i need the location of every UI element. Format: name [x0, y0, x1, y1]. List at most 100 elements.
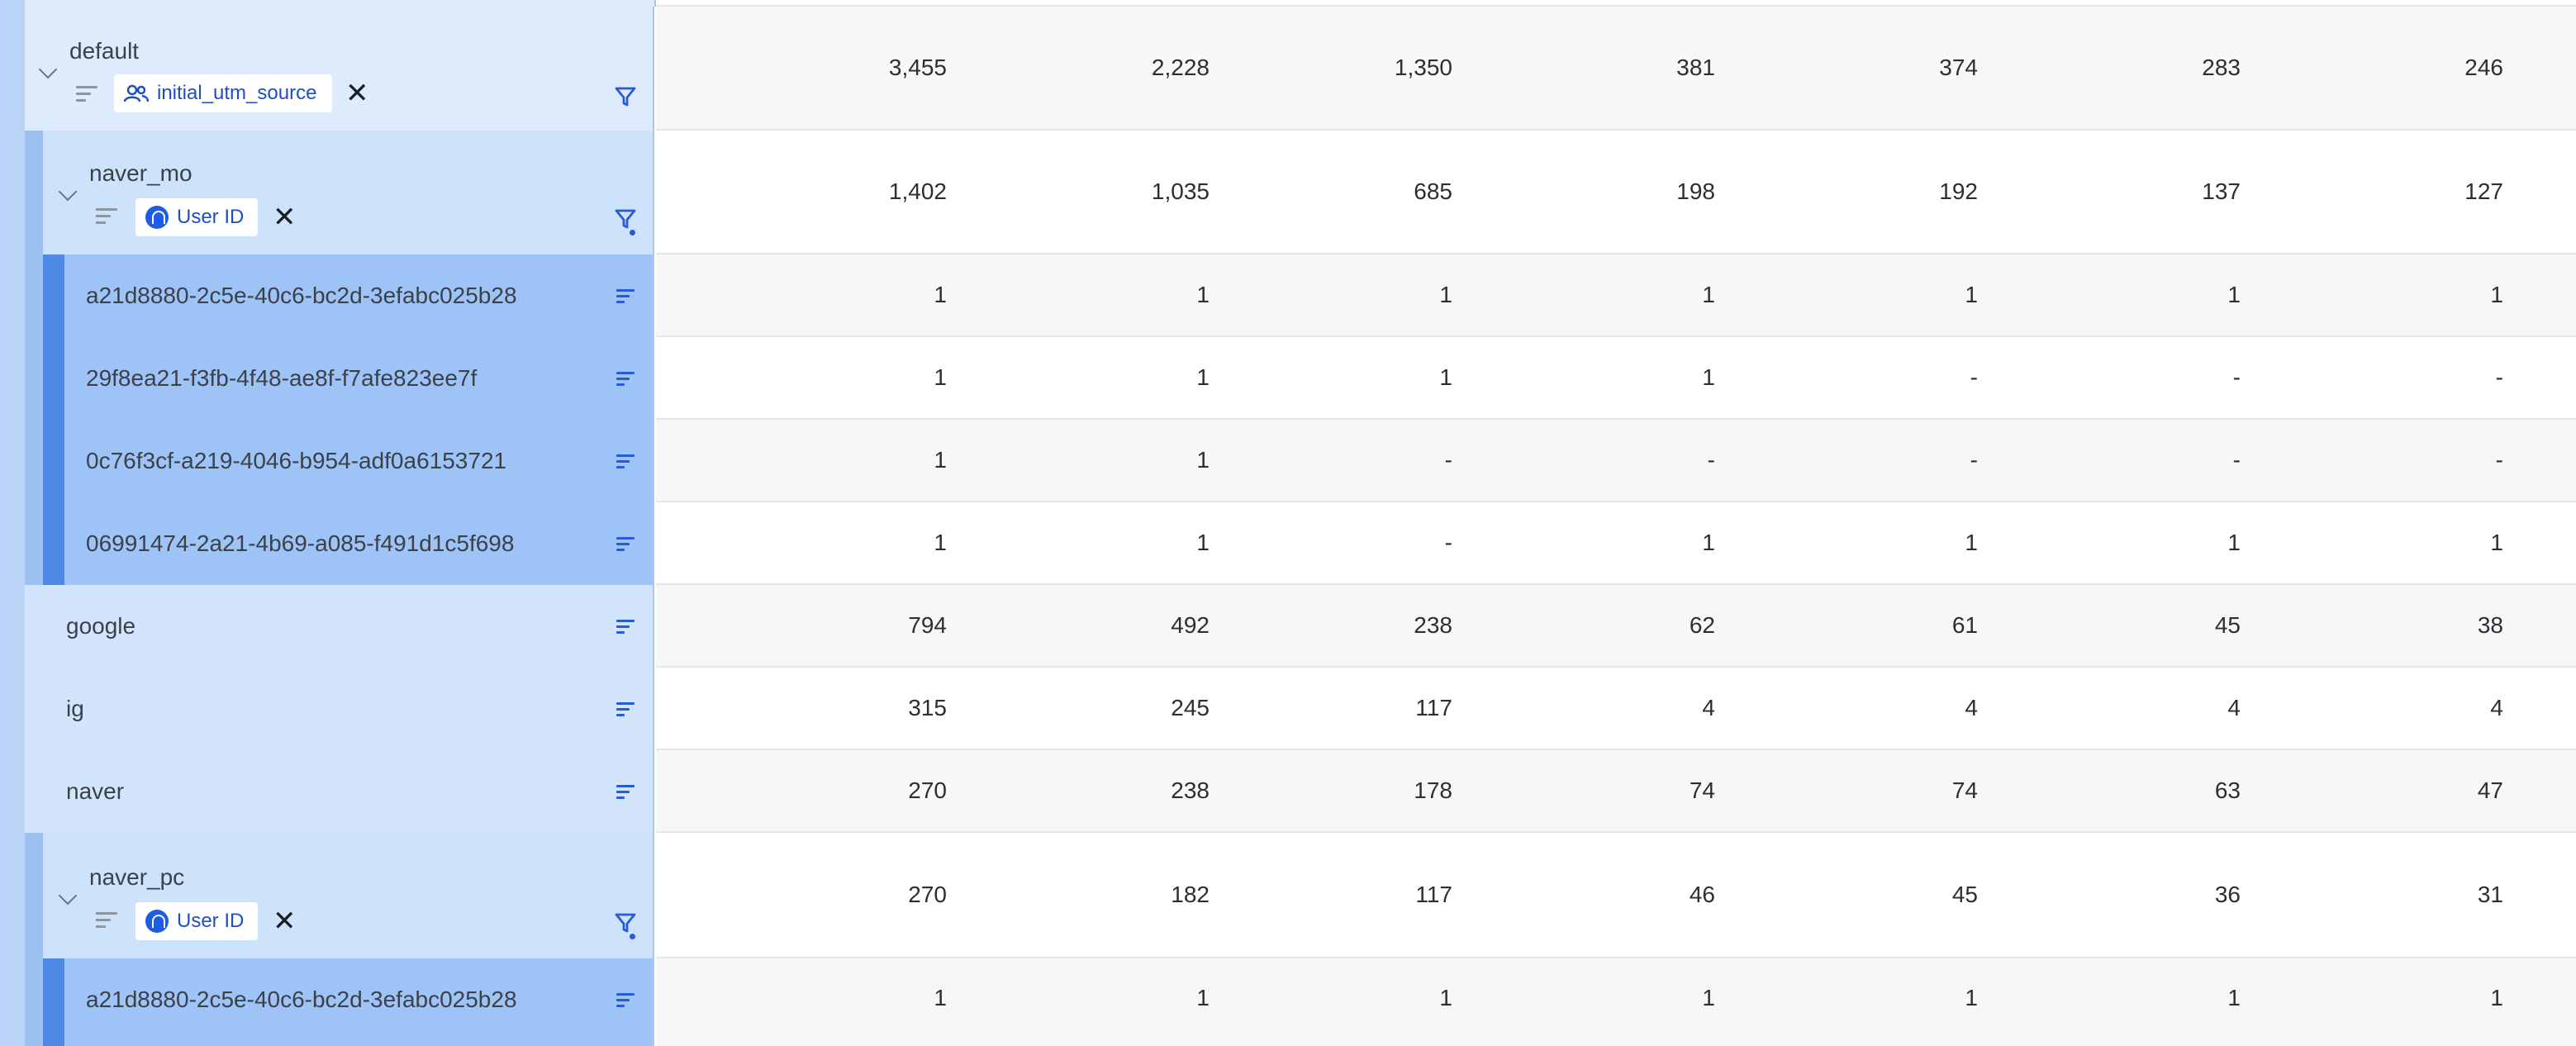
value-cells: 1,402 1,035 685 198 192 137 127: [656, 131, 2576, 254]
value-cell: 238: [1414, 612, 1452, 638]
row-menu-icon[interactable]: [616, 993, 634, 1008]
breakdown-chip[interactable]: initial_utm_source: [114, 74, 332, 112]
row-label: a21d8880-2c5e-40c6-bc2d-3efabc025b28: [86, 987, 517, 1012]
row-menu-icon[interactable]: [616, 620, 634, 635]
value-cell: 47: [2477, 777, 2503, 803]
value-cell: 74: [1951, 777, 1978, 803]
value-cell: 1: [1439, 282, 1452, 307]
chevron-down-icon[interactable]: [58, 886, 78, 906]
value-cell: 3,455: [888, 55, 947, 80]
chevron-down-icon[interactable]: [58, 182, 78, 202]
value-cell: 62: [1689, 612, 1715, 638]
value-cell: -: [2232, 364, 2241, 390]
row-label: google: [66, 613, 136, 639]
value-cell: 63: [2214, 777, 2241, 803]
value-cell: 1: [2227, 530, 2241, 555]
value-cell: 1: [934, 530, 947, 555]
value-cell: -: [2495, 364, 2503, 390]
row-header: naver: [0, 750, 654, 833]
filter-icon[interactable]: [615, 208, 636, 230]
row-header: ig: [0, 668, 654, 750]
value-cell: -: [1444, 530, 1452, 555]
child-row-google[interactable]: google 794 492 238 62 61 45 38: [0, 585, 2576, 668]
row-header: 29f8ea21-f3fb-4f48-ae8f-f7afe823ee7f: [0, 337, 654, 420]
value-cells: 3,455 2,228 1,350 381 374 283 246: [656, 7, 2576, 131]
row-label: naver: [66, 778, 125, 804]
row-label: naver_pc: [89, 864, 185, 890]
value-cell: 1: [934, 447, 947, 473]
group-row-naver-pc: naver_pc User ID ✕ 270 182 117 46 45 36 …: [0, 833, 2576, 958]
value-cells: 1 1 1 1 - - -: [656, 337, 2576, 420]
chip-label: User ID: [177, 206, 245, 228]
value-cell: 492: [1171, 612, 1210, 638]
value-cell: 198: [1676, 178, 1715, 204]
leaf-row[interactable]: 06991474-2a21-4b69-a085-f491d1c5f698 1 1…: [0, 502, 2576, 585]
value-cell: 4: [1965, 695, 1978, 720]
row-menu-icon[interactable]: [616, 537, 634, 552]
remove-breakdown-icon[interactable]: ✕: [345, 78, 369, 109]
value-cell: 270: [908, 882, 947, 907]
row-label: 29f8ea21-f3fb-4f48-ae8f-f7afe823ee7f: [86, 365, 478, 391]
chip-label: User ID: [177, 910, 245, 932]
row-menu-icon[interactable]: [616, 785, 634, 800]
row-menu-icon[interactable]: [616, 454, 634, 469]
sort-icon[interactable]: [76, 86, 97, 104]
value-cell: 1: [1196, 282, 1210, 307]
value-cell: -: [1970, 447, 1978, 473]
sort-icon[interactable]: [96, 912, 117, 930]
value-cell: 31: [2477, 882, 2503, 907]
value-cell: 1: [2227, 985, 2241, 1010]
value-cell: -: [1707, 447, 1715, 473]
row-header: google: [0, 585, 654, 668]
remove-breakdown-icon[interactable]: ✕: [273, 202, 297, 233]
value-cell: 1,402: [888, 178, 947, 204]
row-menu-icon[interactable]: [616, 289, 634, 304]
row-header: 0c76f3cf-a219-4046-b954-adf0a6153721: [0, 420, 654, 502]
row-label: naver_mo: [89, 160, 192, 186]
value-cells: 794 492 238 62 61 45 38: [656, 585, 2576, 668]
row-menu-icon[interactable]: [616, 702, 634, 717]
breakdown-chip[interactable]: User ID: [135, 902, 258, 940]
amplitude-logo-icon: [145, 206, 169, 229]
value-cell: 1: [1439, 364, 1452, 390]
value-cell: 1: [934, 282, 947, 307]
value-cell: 1: [2490, 985, 2503, 1010]
leaf-row[interactable]: a21d8880-2c5e-40c6-bc2d-3efabc025b28 1 1…: [0, 958, 2576, 1046]
value-cell: 1,035: [1151, 178, 1210, 204]
value-cell: 1: [1965, 530, 1978, 555]
value-cell: 315: [908, 695, 947, 720]
chip-label: initial_utm_source: [157, 82, 317, 104]
row-header: default initial_utm_source ✕: [0, 7, 654, 131]
row-header: naver_mo User ID ✕: [0, 131, 654, 254]
value-cell: 4: [1702, 695, 1715, 720]
value-cell: 238: [1171, 777, 1210, 803]
value-cell: 1: [2490, 282, 2503, 307]
value-cells: 1 1 1 1 1 1 1: [656, 254, 2576, 337]
leaf-row[interactable]: 0c76f3cf-a219-4046-b954-adf0a6153721 1 1…: [0, 420, 2576, 502]
value-cell: 1: [1196, 530, 1210, 555]
value-cell: -: [1970, 364, 1978, 390]
value-cell: 1: [1702, 282, 1715, 307]
sort-icon[interactable]: [96, 208, 117, 226]
breakdown-chip[interactable]: User ID: [135, 198, 258, 236]
value-cells: 315 245 117 4 4 4 4: [656, 668, 2576, 750]
row-header: naver_pc User ID ✕: [0, 833, 654, 958]
row-label: a21d8880-2c5e-40c6-bc2d-3efabc025b28: [86, 283, 517, 308]
remove-breakdown-icon[interactable]: ✕: [273, 906, 297, 937]
row-menu-icon[interactable]: [616, 372, 634, 387]
filter-icon[interactable]: [615, 86, 636, 107]
chevron-down-icon[interactable]: [38, 59, 58, 79]
value-cells: 1 1 - - - - -: [656, 420, 2576, 502]
child-row-ig[interactable]: ig 315 245 117 4 4 4 4: [0, 668, 2576, 750]
value-cell: 685: [1414, 178, 1452, 204]
child-row-naver[interactable]: naver 270 238 178 74 74 63 47: [0, 750, 2576, 833]
leaf-row[interactable]: 29f8ea21-f3fb-4f48-ae8f-f7afe823ee7f 1 1…: [0, 337, 2576, 420]
value-cell: 1: [2227, 282, 2241, 307]
value-cell: 1: [1702, 985, 1715, 1010]
value-cell: 4: [2227, 695, 2241, 720]
leaf-row[interactable]: a21d8880-2c5e-40c6-bc2d-3efabc025b28 1 1…: [0, 254, 2576, 337]
value-cell: 1: [1702, 364, 1715, 390]
filter-active-dot: [630, 934, 635, 939]
filter-icon[interactable]: [615, 912, 636, 934]
value-cell: 45: [2214, 612, 2241, 638]
